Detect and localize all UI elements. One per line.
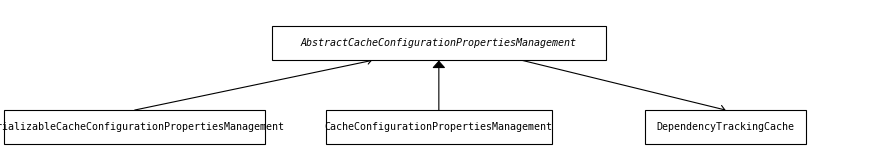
Text: AbstractCacheConfigurationPropertiesManagement: AbstractCacheConfigurationPropertiesMana… bbox=[301, 38, 577, 48]
FancyBboxPatch shape bbox=[326, 110, 552, 144]
FancyBboxPatch shape bbox=[271, 26, 607, 60]
Text: CacheConfigurationPropertiesManagement: CacheConfigurationPropertiesManagement bbox=[325, 122, 553, 132]
Text: SerializableCacheConfigurationPropertiesManagement: SerializableCacheConfigurationProperties… bbox=[0, 122, 285, 132]
FancyBboxPatch shape bbox=[645, 110, 806, 144]
FancyBboxPatch shape bbox=[4, 110, 265, 144]
Text: DependencyTrackingCache: DependencyTrackingCache bbox=[657, 122, 794, 132]
